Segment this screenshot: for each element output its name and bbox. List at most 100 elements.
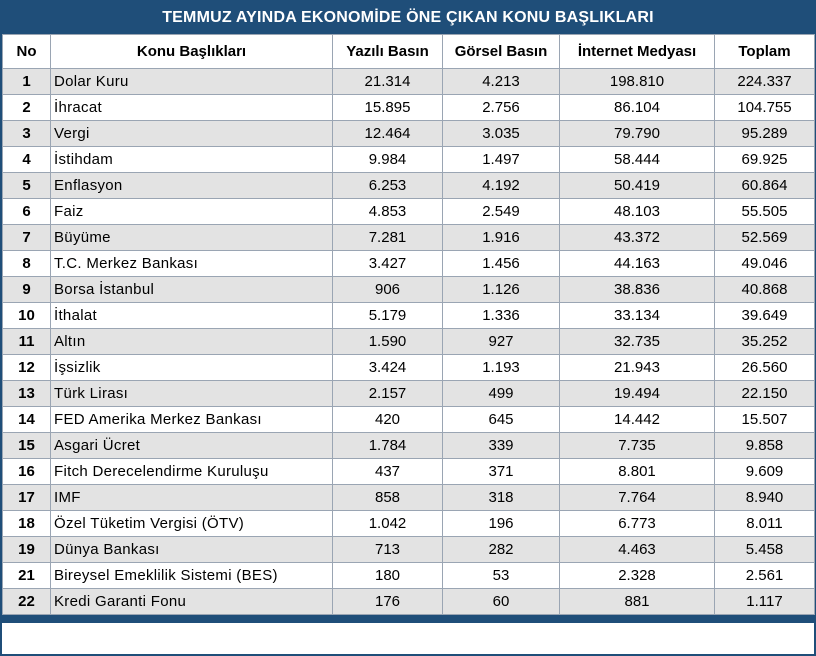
- cell-visual-media: 1.497: [442, 146, 560, 173]
- cell-visual-media: 1.916: [442, 224, 560, 251]
- cell-topic: Borsa İstanbul: [50, 276, 333, 303]
- cell-no: 22: [2, 588, 51, 615]
- cell-topic: İhracat: [50, 94, 333, 121]
- cell-no: 12: [2, 354, 51, 381]
- cell-visual-media: 4.192: [442, 172, 560, 199]
- cell-no: 3: [2, 120, 51, 147]
- cell-topic: Faiz: [50, 198, 333, 225]
- cell-topic: T.C. Merkez Bankası: [50, 250, 333, 277]
- cell-total: 2.561: [714, 562, 815, 589]
- cell-total: 69.925: [714, 146, 815, 173]
- cell-visual-media: 339: [442, 432, 560, 459]
- cell-no: 8: [2, 250, 51, 277]
- cell-no: 19: [2, 536, 51, 563]
- cell-print-media: 7.281: [332, 224, 443, 251]
- cell-visual-media: 3.035: [442, 120, 560, 147]
- table-row: 2 İhracat 15.895 2.756 86.104 104.755: [2, 94, 815, 121]
- cell-topic: İşsizlik: [50, 354, 333, 381]
- cell-internet-media: 19.494: [559, 380, 715, 407]
- cell-internet-media: 58.444: [559, 146, 715, 173]
- cell-visual-media: 2.549: [442, 198, 560, 225]
- cell-total: 60.864: [714, 172, 815, 199]
- cell-print-media: 2.157: [332, 380, 443, 407]
- cell-total: 5.458: [714, 536, 815, 563]
- cell-visual-media: 53: [442, 562, 560, 589]
- cell-visual-media: 196: [442, 510, 560, 537]
- cell-topic: Vergi: [50, 120, 333, 147]
- cell-print-media: 176: [332, 588, 443, 615]
- cell-print-media: 437: [332, 458, 443, 485]
- cell-visual-media: 1.126: [442, 276, 560, 303]
- cell-no: 15: [2, 432, 51, 459]
- topics-table: No Konu Başlıkları Yazılı Basın Görsel B…: [2, 34, 815, 615]
- cell-total: 26.560: [714, 354, 815, 381]
- cell-topic: FED Amerika Merkez Bankası: [50, 406, 333, 433]
- cell-internet-media: 33.134: [559, 302, 715, 329]
- table-row: 6 Faiz 4.853 2.549 48.103 55.505: [2, 198, 815, 225]
- cell-print-media: 9.984: [332, 146, 443, 173]
- header-topic: Konu Başlıkları: [50, 34, 333, 69]
- header-total: Toplam: [714, 34, 815, 69]
- cell-no: 11: [2, 328, 51, 355]
- cell-internet-media: 44.163: [559, 250, 715, 277]
- cell-no: 4: [2, 146, 51, 173]
- cell-total: 40.868: [714, 276, 815, 303]
- cell-topic: Özel Tüketim Vergisi (ÖTV): [50, 510, 333, 537]
- table-row: 7 Büyüme 7.281 1.916 43.372 52.569: [2, 224, 815, 251]
- cell-no: 5: [2, 172, 51, 199]
- cell-internet-media: 8.801: [559, 458, 715, 485]
- cell-total: 22.150: [714, 380, 815, 407]
- table-row: 13 Türk Lirası 2.157 499 19.494 22.150: [2, 380, 815, 407]
- header-print-media: Yazılı Basın: [332, 34, 443, 69]
- cell-internet-media: 14.442: [559, 406, 715, 433]
- cell-no: 14: [2, 406, 51, 433]
- table-row: 11 Altın 1.590 927 32.735 35.252: [2, 328, 815, 355]
- cell-total: 35.252: [714, 328, 815, 355]
- table-row: 10 İthalat 5.179 1.336 33.134 39.649: [2, 302, 815, 329]
- cell-no: 16: [2, 458, 51, 485]
- cell-total: 9.609: [714, 458, 815, 485]
- cell-total: 15.507: [714, 406, 815, 433]
- cell-total: 9.858: [714, 432, 815, 459]
- cell-topic: Türk Lirası: [50, 380, 333, 407]
- cell-total: 49.046: [714, 250, 815, 277]
- header-internet-media: İnternet Medyası: [559, 34, 715, 69]
- cell-topic: Dünya Bankası: [50, 536, 333, 563]
- cell-visual-media: 282: [442, 536, 560, 563]
- cell-topic: Dolar Kuru: [50, 68, 333, 95]
- cell-internet-media: 79.790: [559, 120, 715, 147]
- cell-no: 9: [2, 276, 51, 303]
- cell-print-media: 4.853: [332, 198, 443, 225]
- table-title: TEMMUZ AYINDA EKONOMİDE ÖNE ÇIKAN KONU B…: [2, 2, 814, 34]
- cell-total: 104.755: [714, 94, 815, 121]
- cell-visual-media: 1.456: [442, 250, 560, 277]
- cell-internet-media: 4.463: [559, 536, 715, 563]
- cell-no: 10: [2, 302, 51, 329]
- cell-internet-media: 43.372: [559, 224, 715, 251]
- table-body: 1 Dolar Kuru 21.314 4.213 198.810 224.337 2 İhr…: [2, 68, 815, 615]
- cell-visual-media: 2.756: [442, 94, 560, 121]
- table-row: 12 İşsizlik 3.424 1.193 21.943 26.560: [2, 354, 815, 381]
- cell-print-media: 3.427: [332, 250, 443, 277]
- table-row: 3 Vergi 12.464 3.035 79.790 95.289: [2, 120, 815, 147]
- cell-topic: Fitch Derecelendirme Kuruluşu: [50, 458, 333, 485]
- cell-internet-media: 86.104: [559, 94, 715, 121]
- cell-no: 18: [2, 510, 51, 537]
- cell-print-media: 5.179: [332, 302, 443, 329]
- table-row: 21 Bireysel Emeklilik Sistemi (BES) 180 53 2…: [2, 562, 815, 589]
- cell-total: 1.117: [714, 588, 815, 615]
- cell-print-media: 1.784: [332, 432, 443, 459]
- cell-total: 95.289: [714, 120, 815, 147]
- cell-internet-media: 7.764: [559, 484, 715, 511]
- cell-internet-media: 7.735: [559, 432, 715, 459]
- cell-topic: Enflasyon: [50, 172, 333, 199]
- table-row: 8 T.C. Merkez Bankası 3.427 1.456 44.163 49.0…: [2, 250, 815, 277]
- cell-print-media: 1.042: [332, 510, 443, 537]
- cell-total: 224.337: [714, 68, 815, 95]
- cell-print-media: 858: [332, 484, 443, 511]
- table-row: 4 İstihdam 9.984 1.497 58.444 69.925: [2, 146, 815, 173]
- cell-total: 8.011: [714, 510, 815, 537]
- cell-print-media: 420: [332, 406, 443, 433]
- cell-internet-media: 50.419: [559, 172, 715, 199]
